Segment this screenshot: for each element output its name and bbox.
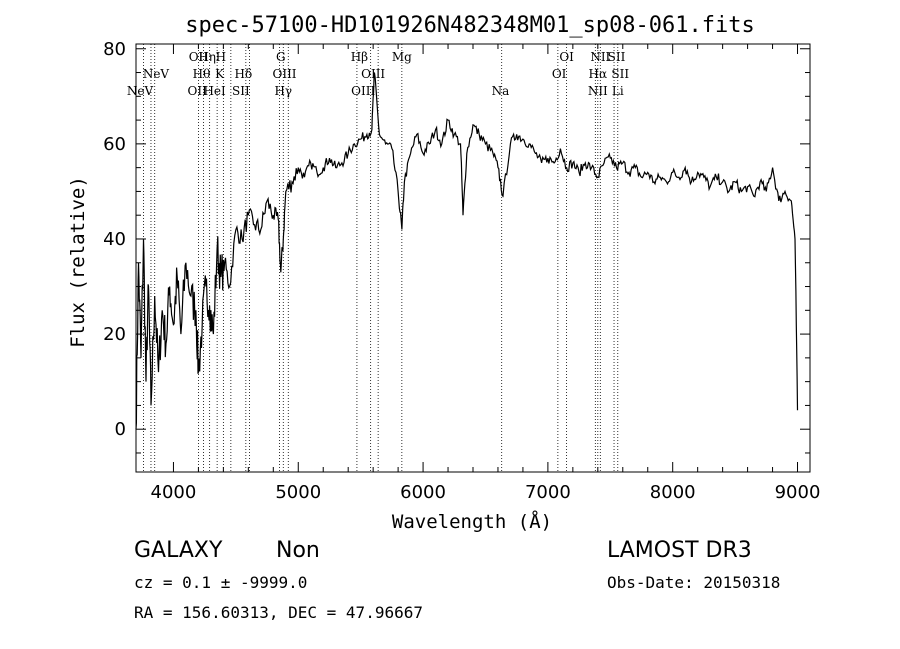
emission-line-label: SII	[611, 67, 629, 81]
emission-line-label: HeI	[203, 84, 226, 98]
emission-line-label: OIII	[272, 67, 296, 81]
emission-line-label: Hα	[589, 67, 608, 81]
emission-line-label: G	[276, 50, 286, 64]
emission-line-label: OII	[189, 50, 209, 64]
y-tick-label: 20	[103, 324, 126, 345]
emission-line-label: OI	[552, 67, 567, 81]
x-tick-label: 9000	[775, 482, 821, 503]
y-tick-label: 80	[103, 39, 126, 60]
emission-line-label: Hη	[198, 50, 216, 64]
y-tick-label: 0	[115, 419, 126, 440]
x-axis-label: Wavelength (Å)	[392, 510, 552, 533]
emission-line-label: OIII	[361, 67, 385, 81]
chart-title: spec-57100-HD101926N482348M01_sp08-061.f…	[185, 13, 755, 38]
x-tick-label: 5000	[275, 482, 321, 503]
axis-ticks: 4000 5000 6000 7000 8000 9000 0 20 40 60 80	[103, 39, 820, 503]
coordinates-text: RA = 156.60313, DEC = 47.96667	[134, 603, 423, 622]
emission-line-label: H	[216, 50, 226, 64]
emission-line-label: Hβ	[351, 50, 368, 64]
emission-line-label: Hθ	[193, 67, 211, 81]
emission-line-label: SII	[608, 50, 626, 64]
y-tick-label: 60	[103, 134, 126, 155]
emission-line-label: Mg	[392, 50, 412, 64]
emission-line-label: OIII	[351, 84, 375, 98]
emission-line-label: K	[215, 67, 225, 81]
emission-line-label: NeV	[143, 67, 170, 81]
emission-line-label: OI	[559, 50, 574, 64]
obs-date-text: Obs-Date: 20150318	[607, 573, 781, 592]
x-tick-label: 7000	[525, 482, 571, 503]
x-tick-label: 4000	[151, 482, 197, 503]
emission-line-label: OII	[187, 84, 207, 98]
emission-line-label: NII	[588, 84, 608, 98]
emission-line-label: NII	[590, 50, 610, 64]
object-class-label: GALAXY	[134, 538, 223, 563]
plot-frame	[135, 43, 811, 473]
emission-line-label: Na	[492, 84, 510, 98]
emission-line-label: Hγ	[274, 84, 292, 98]
spectrum-series-line	[135, 72, 799, 430]
y-axis-label: Flux (relative)	[67, 176, 89, 348]
y-tick-label: 40	[103, 229, 126, 250]
object-subclass-label: Non	[276, 538, 320, 563]
emission-line-label: Li	[612, 84, 624, 98]
emission-line-label: SII	[232, 84, 250, 98]
x-tick-label: 6000	[400, 482, 446, 503]
survey-label: LAMOST DR3	[607, 538, 752, 563]
emission-line-label: Hδ	[234, 67, 252, 81]
emission-line-label: NeV	[127, 84, 154, 98]
x-tick-label: 8000	[650, 482, 696, 503]
redshift-text: cz = 0.1 ± -9999.0	[134, 573, 308, 592]
emission-line-markers	[143, 44, 619, 472]
